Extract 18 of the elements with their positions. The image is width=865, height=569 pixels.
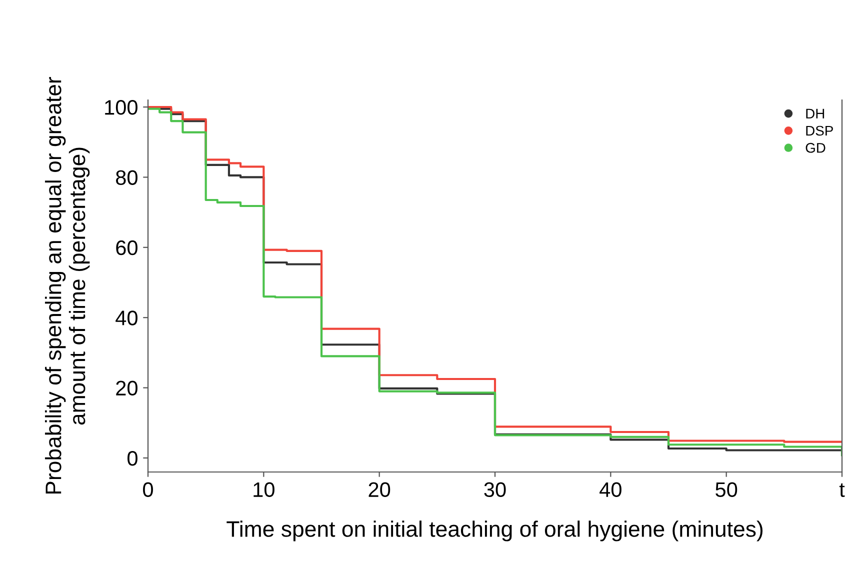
x-tick-label: 20 <box>368 482 390 498</box>
x-tick-label: 10 <box>254 482 274 498</box>
y-tick-label: 20 <box>116 380 138 396</box>
y-tick-label: 80 <box>116 170 138 185</box>
y-tick-label: 60 <box>116 240 138 256</box>
x-axis-title: Time spent on initial teaching of oral hygiene (minutes) <box>226 520 762 542</box>
y-tick-label: 40 <box>116 310 138 326</box>
x-tick-label: 50 <box>716 482 738 498</box>
x-tick-label: 30 <box>484 482 506 498</box>
x-tick-label: 0 <box>143 482 153 498</box>
y-axis-title: Probability of spending an equal or greater amount of time (percentage) <box>44 76 90 494</box>
legend-label: DSP <box>806 126 833 136</box>
legend-label: DH <box>806 108 824 118</box>
x-tick-label: 40 <box>600 482 622 498</box>
x-tick-label: t <box>839 483 845 497</box>
y-tick-label: 100 <box>105 100 138 115</box>
legend-label: GD <box>806 142 826 153</box>
y-tick-label: 0 <box>128 450 138 466</box>
